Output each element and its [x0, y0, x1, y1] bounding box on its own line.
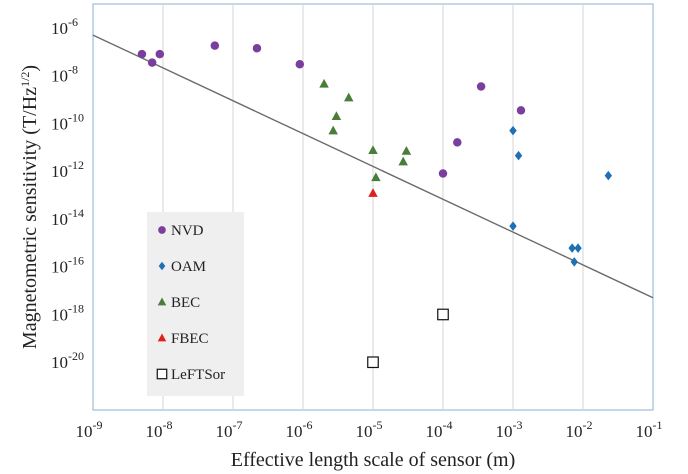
x-tick-label: 10-8: [146, 418, 173, 441]
y-tick-label: 10-8: [51, 63, 78, 86]
data-point-bec: [331, 111, 342, 120]
data-point-oam: [509, 221, 517, 231]
x-axis-label: Effective length scale of sensor (m): [231, 449, 516, 471]
y-tick-label: 10-14: [51, 206, 84, 229]
y-tick-label: 10-10: [51, 110, 84, 133]
data-point-nvd: [453, 138, 462, 147]
data-point-oam: [574, 243, 582, 253]
y-tick-label: 10-20: [51, 349, 84, 372]
legend-label-nvd: NVD: [171, 223, 204, 239]
data-point-oam: [514, 150, 523, 161]
x-tick-label: 10-6: [286, 418, 313, 441]
data-point-oam: [570, 257, 578, 267]
data-point-nvd: [155, 49, 165, 59]
data-point-bec: [401, 145, 412, 155]
y-tick-label: 10-12: [51, 158, 84, 181]
data-point-nvd: [476, 82, 486, 91]
legend-label-bec: BEC: [171, 295, 200, 311]
data-point-nvd: [516, 106, 526, 115]
data-point-nvd: [137, 49, 147, 59]
data-point-nvd: [147, 58, 157, 67]
legend-marker-leftsor: [156, 368, 168, 380]
y-tick-label: 10-6: [51, 15, 78, 38]
data-point-oam: [509, 125, 517, 136]
legend-label-leftsor: LeFTSor: [171, 367, 225, 383]
data-point-oam: [568, 243, 576, 253]
data-point-bec: [368, 145, 378, 155]
x-tick-label: 10-5: [356, 418, 383, 441]
x-tick-label: 10-4: [426, 418, 453, 441]
data-point-nvd: [210, 41, 220, 50]
data-point-bec: [398, 156, 408, 166]
y-tick-labels: 10-6 10-8 10-10 10-12 10-14 10-16 10-18 10-20: [51, 15, 84, 372]
data-point-bec: [343, 92, 354, 102]
y-axis-label-close: ): [19, 65, 41, 72]
data-point-oam: [604, 170, 613, 181]
data-point-nvd: [295, 60, 305, 69]
data-point-nvd: [252, 44, 262, 53]
x-tick-label: 10-9: [76, 418, 103, 441]
x-tick-labels: 10-9 10-8 10-7 10-6 10-5 10-4 10-3 10-2 10-1: [76, 418, 663, 441]
trend-line-layer: [92, 34, 654, 299]
data-point-bec: [319, 78, 329, 88]
x-tick-label: 10-7: [216, 418, 243, 441]
data-point-bec: [328, 125, 338, 135]
legend-marker-oam: [158, 261, 166, 271]
y-tick-label: 10-18: [51, 301, 84, 324]
y-axis-label: Magnetometric sensitivity (T/Hz1/2): [18, 65, 41, 349]
data-point-bec: [371, 172, 381, 182]
x-tick-label: 10-1: [636, 418, 663, 441]
data-point-fbec: [368, 188, 378, 197]
legend-marker-nvd: [158, 226, 166, 234]
trend-line: [92, 34, 654, 299]
data-point-leftsor: [437, 308, 449, 321]
data-point-leftsor: [367, 356, 379, 369]
legend-marker-bec: [157, 297, 167, 306]
legend: NVD OAM BEC FBEC LeFTSor: [147, 212, 244, 396]
data-point-nvd: [438, 169, 448, 178]
y-axis-label-exponent: 1/2: [18, 72, 32, 87]
legend-label-oam: OAM: [171, 259, 206, 275]
x-tick-label: 10-3: [496, 418, 523, 441]
x-tick-label: 10-2: [566, 418, 593, 441]
data-markers: [137, 41, 613, 369]
legend-marker-fbec: [157, 333, 167, 342]
y-axis-label-main: Magnetometric sensitivity (T/Hz: [19, 87, 41, 349]
y-tick-label: 10-16: [51, 254, 84, 277]
legend-label-fbec: FBEC: [171, 331, 209, 347]
